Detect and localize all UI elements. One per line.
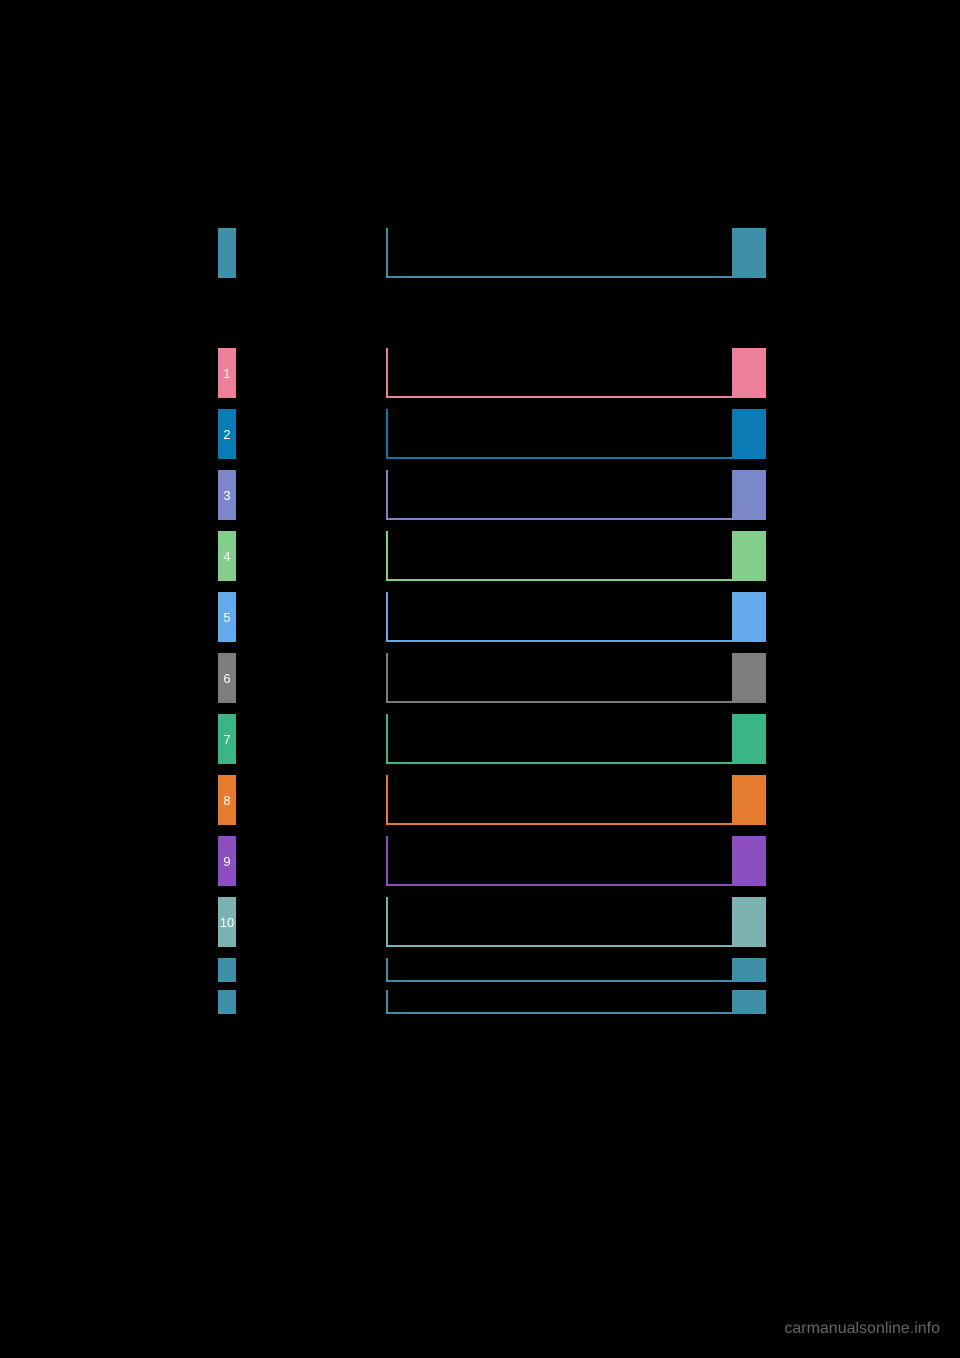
toc-trailing-row[interactable] [218, 990, 764, 1014]
toc-number-tab: 4 [218, 531, 236, 581]
toc-cap [732, 409, 766, 459]
toc-trailing-tab [218, 958, 236, 982]
toc-rule [386, 653, 732, 703]
toc-cap [732, 470, 766, 520]
toc-row-10[interactable]: 10 [218, 897, 764, 947]
toc-row-9[interactable]: 9 [218, 836, 764, 886]
toc-rule [386, 409, 732, 459]
toc-row-7[interactable]: 7 [218, 714, 764, 764]
toc-cap [732, 775, 766, 825]
toc-rule [386, 775, 732, 825]
toc-cap [732, 348, 766, 398]
toc-row-8[interactable]: 8 [218, 775, 764, 825]
toc-rule [386, 531, 732, 581]
toc-trailing-row[interactable] [218, 958, 764, 982]
toc-rule [386, 836, 732, 886]
toc-trailing-rule [386, 990, 732, 1014]
toc-row-1[interactable]: 1 [218, 348, 764, 398]
toc-row-5[interactable]: 5 [218, 592, 764, 642]
toc-cap [732, 836, 766, 886]
footer-watermark: carmanualsonline.info [784, 1320, 940, 1338]
toc-row-4[interactable]: 4 [218, 531, 764, 581]
toc-cap [732, 653, 766, 703]
toc-number-tab: 9 [218, 836, 236, 886]
toc-trailing-cap [732, 990, 766, 1014]
toc-number-tab: 6 [218, 653, 236, 703]
table-of-contents: 1 2 3 4 5 6 7 8 9 10 [218, 348, 764, 1022]
toc-rule [386, 592, 732, 642]
toc-row-6[interactable]: 6 [218, 653, 764, 703]
toc-cap [732, 714, 766, 764]
toc-number-tab: 10 [218, 897, 236, 947]
overview-cap [732, 228, 766, 278]
overview-rule [386, 228, 732, 278]
toc-trailing-cap [732, 958, 766, 982]
toc-number-tab: 2 [218, 409, 236, 459]
overview-tab [218, 228, 236, 278]
toc-trailing-rule [386, 958, 732, 982]
toc-rule [386, 470, 732, 520]
toc-number-tab: 1 [218, 348, 236, 398]
toc-cap [732, 897, 766, 947]
toc-trailing-tab [218, 990, 236, 1014]
toc-rule [386, 714, 732, 764]
overview-section [218, 228, 764, 278]
toc-number-tab: 3 [218, 470, 236, 520]
toc-cap [732, 531, 766, 581]
toc-number-tab: 5 [218, 592, 236, 642]
toc-number-tab: 8 [218, 775, 236, 825]
footer-text: carmanualsonline.info [784, 1320, 940, 1337]
toc-rule [386, 348, 732, 398]
toc-cap [732, 592, 766, 642]
toc-row-2[interactable]: 2 [218, 409, 764, 459]
toc-number-tab: 7 [218, 714, 236, 764]
toc-rule [386, 897, 732, 947]
toc-row-3[interactable]: 3 [218, 470, 764, 520]
